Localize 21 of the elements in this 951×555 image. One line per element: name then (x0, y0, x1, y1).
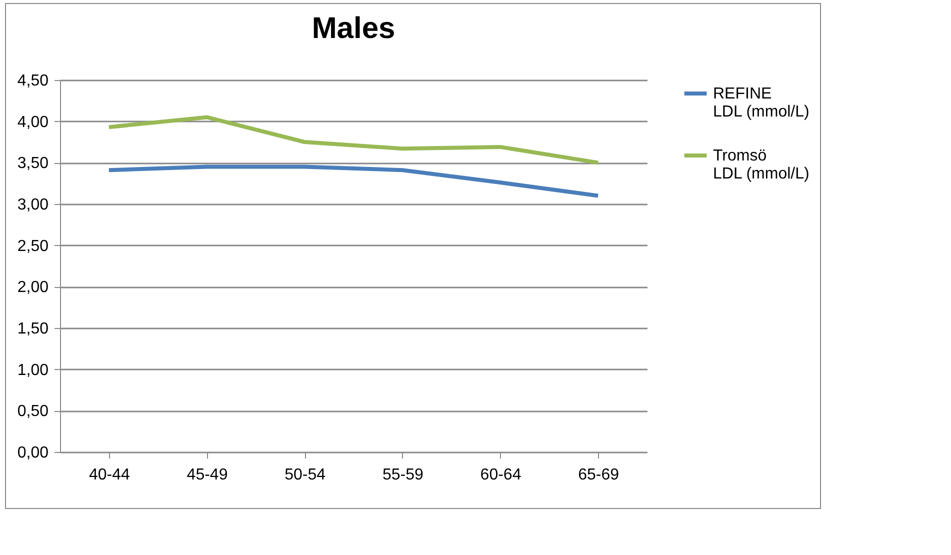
x-tick-label: 55-59 (382, 466, 424, 484)
y-tick-label: 2,50 (17, 238, 49, 255)
line-series (106, 164, 600, 198)
chart-title: Males (312, 12, 396, 45)
y-tick-label: 0,00 (17, 444, 49, 462)
y-tick-label: 1,00 (17, 362, 49, 379)
x-tick-label: 45-49 (186, 466, 228, 484)
legend-label: REFINE LDL (mmol/L) (713, 86, 810, 120)
y-tick-label: 4,00 (17, 114, 49, 131)
y-tick-label: 1,50 (17, 320, 49, 338)
x-tick-label: 60-64 (480, 466, 522, 484)
y-tick-label: 2,00 (17, 279, 49, 296)
y-tick-label: 0,50 (17, 403, 49, 420)
legend-label: Tromsö LDL (mmol/L) (713, 148, 810, 182)
x-tick-label: 65-69 (578, 466, 620, 484)
y-tick-label: 3,50 (17, 155, 49, 172)
line-series (106, 115, 600, 165)
x-tick-label: 40-44 (88, 466, 130, 484)
x-tick-label: 50-54 (284, 466, 326, 484)
y-tick-label: 4,50 (17, 72, 49, 90)
y-tick-label: 3,00 (17, 196, 49, 214)
